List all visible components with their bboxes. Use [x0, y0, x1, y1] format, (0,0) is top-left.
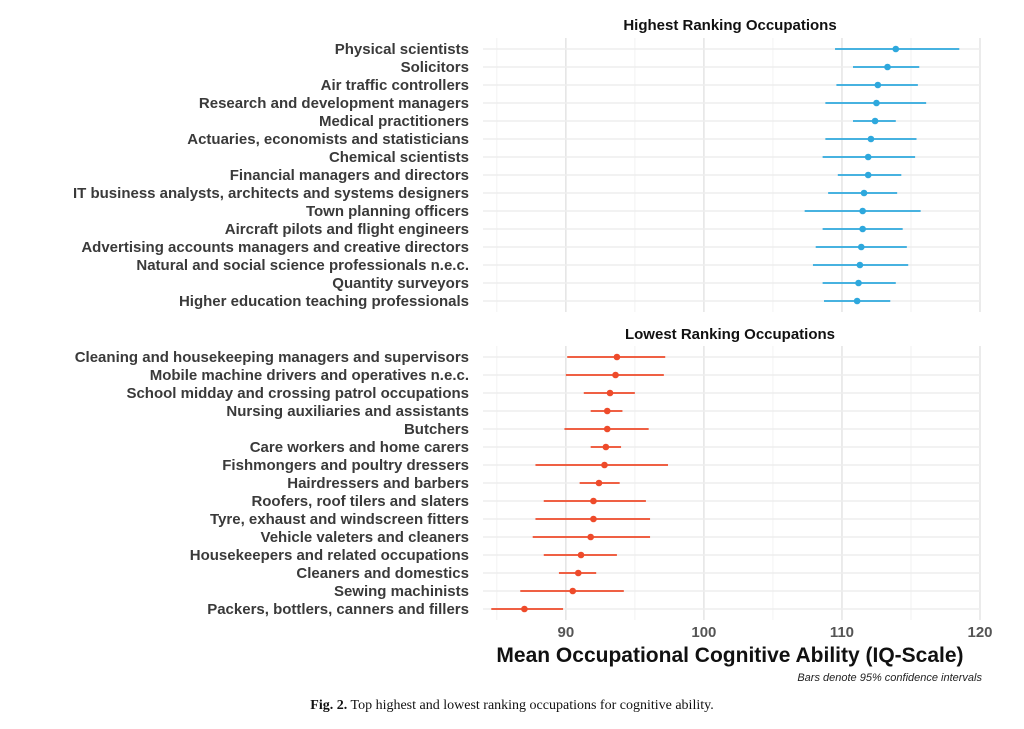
category-label: Vehicle valeters and cleaners: [261, 529, 469, 546]
category-label: Care workers and home carers: [250, 439, 469, 456]
category-label: Roofers, roof tilers and slaters: [251, 493, 469, 510]
category-label: Town planning officers: [306, 203, 469, 220]
mean-point: [864, 153, 872, 161]
mean-point: [612, 371, 619, 379]
highest-ranking-panel: Highest Ranking Occupations Physical sci…: [73, 17, 981, 312]
mean-point: [864, 171, 872, 179]
mean-point: [601, 461, 608, 469]
mean-point: [590, 497, 597, 505]
x-tick-label: 90: [557, 624, 574, 641]
mean-point: [853, 297, 861, 305]
mean-point: [860, 189, 868, 197]
category-label: Medical practitioners: [319, 113, 469, 130]
lowest-ranking-title: Lowest Ranking Occupations: [625, 326, 835, 343]
mean-point: [602, 443, 610, 451]
lowest-ranking-grid: [483, 346, 981, 620]
category-label: Packers, bottlers, canners and fillers: [207, 601, 469, 618]
mean-point: [855, 279, 862, 287]
category-label: Tyre, exhaust and windscreen fitters: [210, 511, 469, 528]
mean-point: [871, 117, 879, 125]
mean-point: [603, 425, 611, 433]
category-label: IT business analysts, architects and sys…: [73, 185, 469, 202]
category-label: Aircraft pilots and flight engineers: [225, 221, 469, 238]
x-axis-tick-labels: 90 100 110 120: [557, 624, 992, 641]
category-label: Physical scientists: [335, 41, 469, 58]
category-label: Nursing auxiliaries and assistants: [226, 403, 469, 420]
mean-point: [577, 551, 585, 559]
category-label: School midday and crossing patrol occupa…: [126, 385, 469, 402]
category-label: Advertising accounts managers and creati…: [81, 239, 469, 256]
highest-ranking-title: Highest Ranking Occupations: [623, 17, 836, 34]
mean-point: [884, 63, 891, 71]
category-label: Hairdressers and barbers: [287, 475, 469, 492]
category-label: Mobile machine drivers and operatives n.…: [150, 367, 469, 384]
mean-point: [574, 569, 582, 577]
category-label: Housekeepers and related occupations: [190, 547, 469, 564]
category-label: Sewing machinists: [334, 583, 469, 600]
lowest-ranking-panel: Lowest Ranking Occupations Cleaning and …: [75, 326, 981, 620]
category-label: Cleaners and domestics: [296, 565, 469, 582]
figure-caption-text: Top highest and lowest ranking occupatio…: [350, 698, 714, 713]
confidence-interval-note: Bars denote 95% confidence intervals: [797, 672, 982, 684]
mean-point: [874, 81, 882, 89]
lowest-ranking-marks: [491, 353, 668, 613]
category-label: Actuaries, economists and statisticians: [187, 131, 469, 148]
mean-point: [892, 45, 900, 53]
mean-point: [873, 99, 880, 107]
category-label: Higher education teaching professionals: [179, 293, 469, 310]
category-label: Natural and social science professionals…: [136, 257, 469, 274]
x-tick-label: 100: [691, 624, 716, 641]
mean-point: [613, 353, 621, 361]
category-label: Fishmongers and poultry dressers: [222, 457, 469, 474]
category-label: Financial managers and directors: [230, 167, 469, 184]
figure-caption: Fig. 2. Top highest and lowest ranking o…: [0, 698, 1024, 714]
mean-point: [587, 533, 594, 541]
category-label: Cleaning and housekeeping managers and s…: [75, 349, 469, 366]
category-label: Chemical scientists: [329, 149, 469, 166]
mean-point: [859, 207, 866, 215]
category-label: Quantity surveyors: [332, 275, 469, 292]
x-axis-label: Mean Occupational Cognitive Ability (IQ-…: [496, 644, 963, 667]
mean-point: [590, 515, 597, 523]
mean-point: [857, 243, 865, 251]
category-label: Solicitors: [401, 59, 469, 76]
highest-ranking-marks: [804, 45, 960, 305]
mean-point: [521, 605, 528, 613]
x-tick-label: 110: [830, 624, 854, 641]
figure-caption-label: Fig. 2.: [310, 698, 348, 713]
category-label: Butchers: [404, 421, 469, 438]
mean-point: [856, 261, 864, 269]
category-label: Research and development managers: [199, 95, 469, 112]
mean-point: [606, 389, 614, 397]
mean-point: [859, 225, 866, 233]
highest-ranking-grid: [483, 38, 981, 312]
x-tick-label: 120: [967, 624, 992, 641]
lowest-ranking-category-labels: Cleaning and housekeeping managers and s…: [75, 349, 469, 618]
mean-point: [867, 135, 875, 143]
mean-point: [569, 587, 577, 595]
category-label: Air traffic controllers: [321, 77, 469, 94]
mean-point: [603, 407, 611, 415]
mean-point: [595, 479, 603, 487]
